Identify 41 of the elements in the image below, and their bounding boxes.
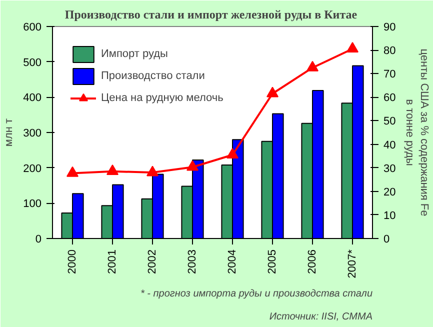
point: [306, 60, 318, 72]
y2-tick-label: 20: [384, 186, 396, 198]
point: [66, 166, 78, 177]
y2-tick-label: 70: [384, 68, 396, 81]
x-tick-label: 2002: [146, 249, 158, 274]
point: [186, 160, 198, 171]
x-tick-label: 2004: [226, 249, 238, 274]
x-tick-label: 2006: [306, 249, 318, 274]
y2-tick-label: 40: [384, 139, 396, 152]
legend-label: Импорт руды: [101, 48, 168, 60]
y2-tick-label: 30: [384, 162, 396, 175]
legend-label: Цена на рудную мелочь: [101, 92, 224, 104]
chart-title: Производство стали и импорт железной руды в Китае: [64, 8, 358, 22]
legend-label: Производство стали: [101, 70, 205, 82]
x-tick-label: 2001: [106, 249, 118, 274]
y-tick-label: 200: [23, 162, 42, 175]
y-tick-label: 500: [23, 56, 42, 69]
x-tick-label: 2003: [186, 249, 198, 274]
point: [226, 148, 238, 159]
point: [146, 166, 158, 176]
point: [346, 42, 358, 53]
y2-tick-label: 50: [384, 116, 396, 128]
y-tick-label: 300: [23, 128, 42, 140]
y-tick-label: 600: [23, 22, 42, 34]
y2-axis-title: центы США за % содержания Fe в тонне руды: [404, 48, 430, 216]
point: [106, 164, 118, 176]
text: Источник: IISI, CMMA: [269, 312, 373, 322]
y2-tick-label: 60: [384, 92, 396, 104]
y2-tick-label: 90: [384, 22, 396, 34]
x-tick-label: 2005: [266, 249, 278, 274]
y2-tick-label: 0: [384, 234, 390, 246]
x-tick-label: 2000: [66, 249, 78, 274]
text: * - прогноз импорта руды и производства стали: [140, 288, 373, 300]
y-tick-label: 400: [23, 92, 42, 104]
y-tick-label: 100: [23, 198, 42, 210]
y2-tick-label: 10: [384, 210, 396, 222]
point: [266, 86, 278, 98]
x-tick-label: 2007*: [346, 248, 358, 278]
y-tick-label: 0: [35, 234, 42, 246]
y2-tick-label: 80: [384, 45, 396, 58]
y-axis-title: млн т: [3, 118, 16, 147]
